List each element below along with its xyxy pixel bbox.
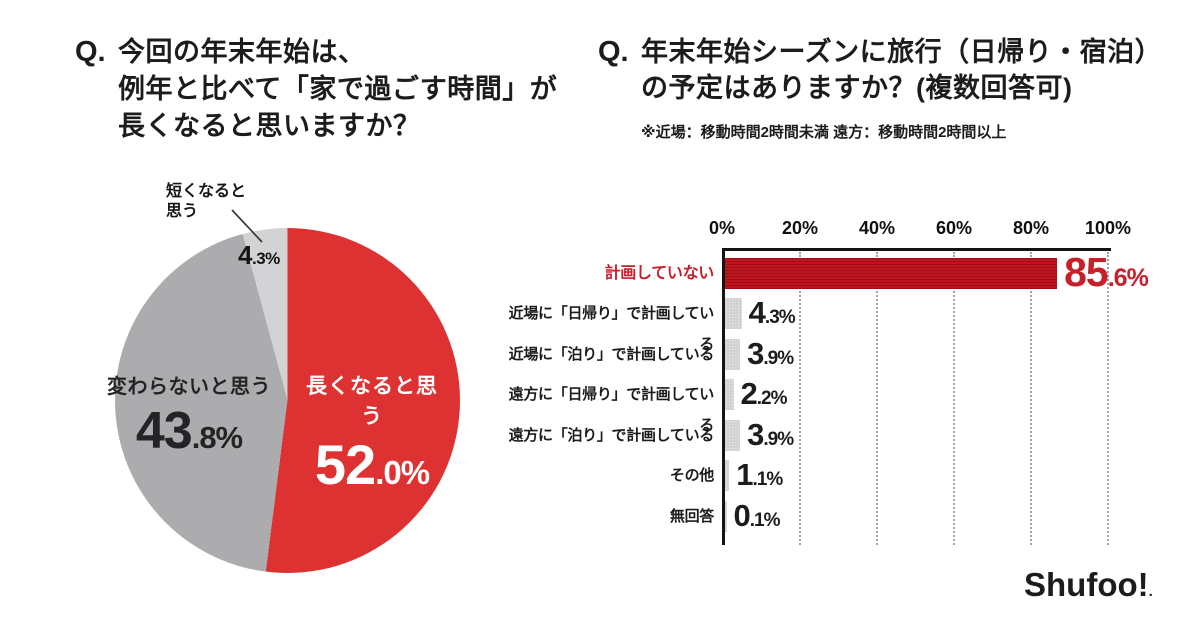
bar-row: 遠方に「泊り」で計画している 3.9%: [495, 416, 1195, 451]
question-prefix: Q.: [75, 36, 106, 68]
bar-value-label: 4.3%: [748, 294, 796, 330]
footnote: ※近場：移動時間2時間未満 遠方：移動時間2時間以上: [641, 124, 1007, 141]
pie-slice-value: 4.3%: [238, 240, 280, 270]
bar-row: 遠方に「日帰り」で計画している 2.2%: [495, 375, 1195, 434]
bar-row: 無回答 0.1%: [495, 497, 1195, 532]
bar: [725, 460, 730, 491]
axis-top-line: [722, 248, 1111, 251]
bar-value-label: 85.6%: [1064, 248, 1149, 295]
gridline: [876, 252, 878, 545]
gridline: [1030, 252, 1032, 545]
bar-row: 近場に「泊り」で計画している 3.9%: [495, 335, 1195, 370]
pie-slice-value: 43.8%: [135, 402, 243, 460]
bar-category-label: 無回答: [669, 508, 714, 525]
pie-question-title: Q. 今回の年末年始は、 例年と比べて「家で過ごす時間」が 長くなると思いますか…: [75, 34, 557, 145]
bar-category-label: 近場に「日帰り」で計画している: [508, 305, 715, 353]
bar-question-title: Q. 年末年始シーズンに旅行（日帰り・宿泊） の予定はありますか？(複数回答可)…: [598, 34, 1162, 151]
title-line: 例年と比べて「家で過ごす時間」が: [118, 74, 558, 104]
bar: [725, 339, 741, 370]
bar-category-label: その他: [669, 467, 714, 484]
bar-question-lines: 年末年始シーズンに旅行（日帰り・宿泊） の予定はありますか？(複数回答可) ※近…: [641, 34, 1162, 151]
bar-value-label: 3.9%: [747, 416, 794, 452]
x-axis-tick-label: 100%: [1084, 218, 1132, 238]
pie-chart-area: 長くなると思う 52.0% 変わらないと思う 43.8% 短くなると 思う 4.…: [107, 180, 490, 584]
x-axis-tick-label: 60%: [935, 218, 973, 238]
gridline: [799, 252, 801, 545]
pie-segment-unchanged: 変わらないと思う 43.8%: [106, 370, 272, 461]
x-axis-tick-label: 80%: [1012, 218, 1050, 238]
title-line: 年末年始シーズンに旅行（日帰り・宿泊）: [641, 37, 1163, 67]
bar-chart: 0% 20% 40% 60% 80% 100% 計画していない 85.6% 近場…: [495, 212, 1195, 567]
pie-slice-value: 52.0%: [314, 433, 430, 496]
bar-category-label: 近場に「泊り」で計画している: [508, 346, 715, 363]
pie-slice-label: 短くなると 思う: [166, 183, 247, 220]
bar-value-label: 3.9%: [747, 335, 794, 371]
bar-row: その他 1.1%: [495, 456, 1195, 491]
bar-row: 計画していない 85.6%: [495, 249, 1195, 295]
axis-left-line: [722, 248, 725, 545]
bar-category-label: 計画していない: [604, 265, 715, 282]
bar: [725, 258, 1058, 289]
bar-value-label: 0.1%: [733, 497, 781, 533]
title-line: の予定はありますか？(複数回答可): [641, 73, 1073, 103]
x-axis-tick-label: 20%: [781, 218, 819, 238]
bar: [725, 298, 742, 329]
gridline: [1107, 252, 1109, 545]
bar-row: 近場に「日帰り」で計画している 4.3%: [495, 294, 1195, 353]
x-axis-tick-label: 0%: [708, 218, 736, 238]
pie-slice-label: 長くなると思う: [306, 375, 438, 428]
title-line: 今回の年末年始は、: [118, 37, 366, 67]
pie-chart: [115, 228, 460, 573]
title-line: 長くなると思いますか？: [118, 111, 421, 141]
pie-segment-longer: 長くなると思う 52.0%: [296, 370, 448, 497]
bar-category-label: 遠方に「日帰り」で計画している: [508, 386, 715, 434]
bar: [725, 379, 734, 410]
bar-value-label: 2.2%: [740, 375, 788, 411]
shufoo-logo-text: Shufoo!: [1024, 566, 1149, 603]
gridline: [953, 252, 955, 545]
shufoo-logo: Shufoo!.: [1024, 566, 1153, 604]
question-prefix: Q.: [598, 36, 629, 68]
bar-category-label: 遠方に「泊り」で計画している: [508, 427, 715, 444]
bar-value-label: 1.1%: [736, 456, 783, 492]
pie-question-lines: 今回の年末年始は、 例年と比べて「家で過ごす時間」が 長くなると思いますか？: [118, 34, 557, 145]
shufoo-logo-mark: .: [1148, 583, 1153, 600]
bar: [725, 501, 727, 532]
bar: [725, 420, 741, 451]
x-axis-tick-label: 40%: [858, 218, 896, 238]
pie-slice-label: 変わらないと思う: [107, 376, 271, 398]
